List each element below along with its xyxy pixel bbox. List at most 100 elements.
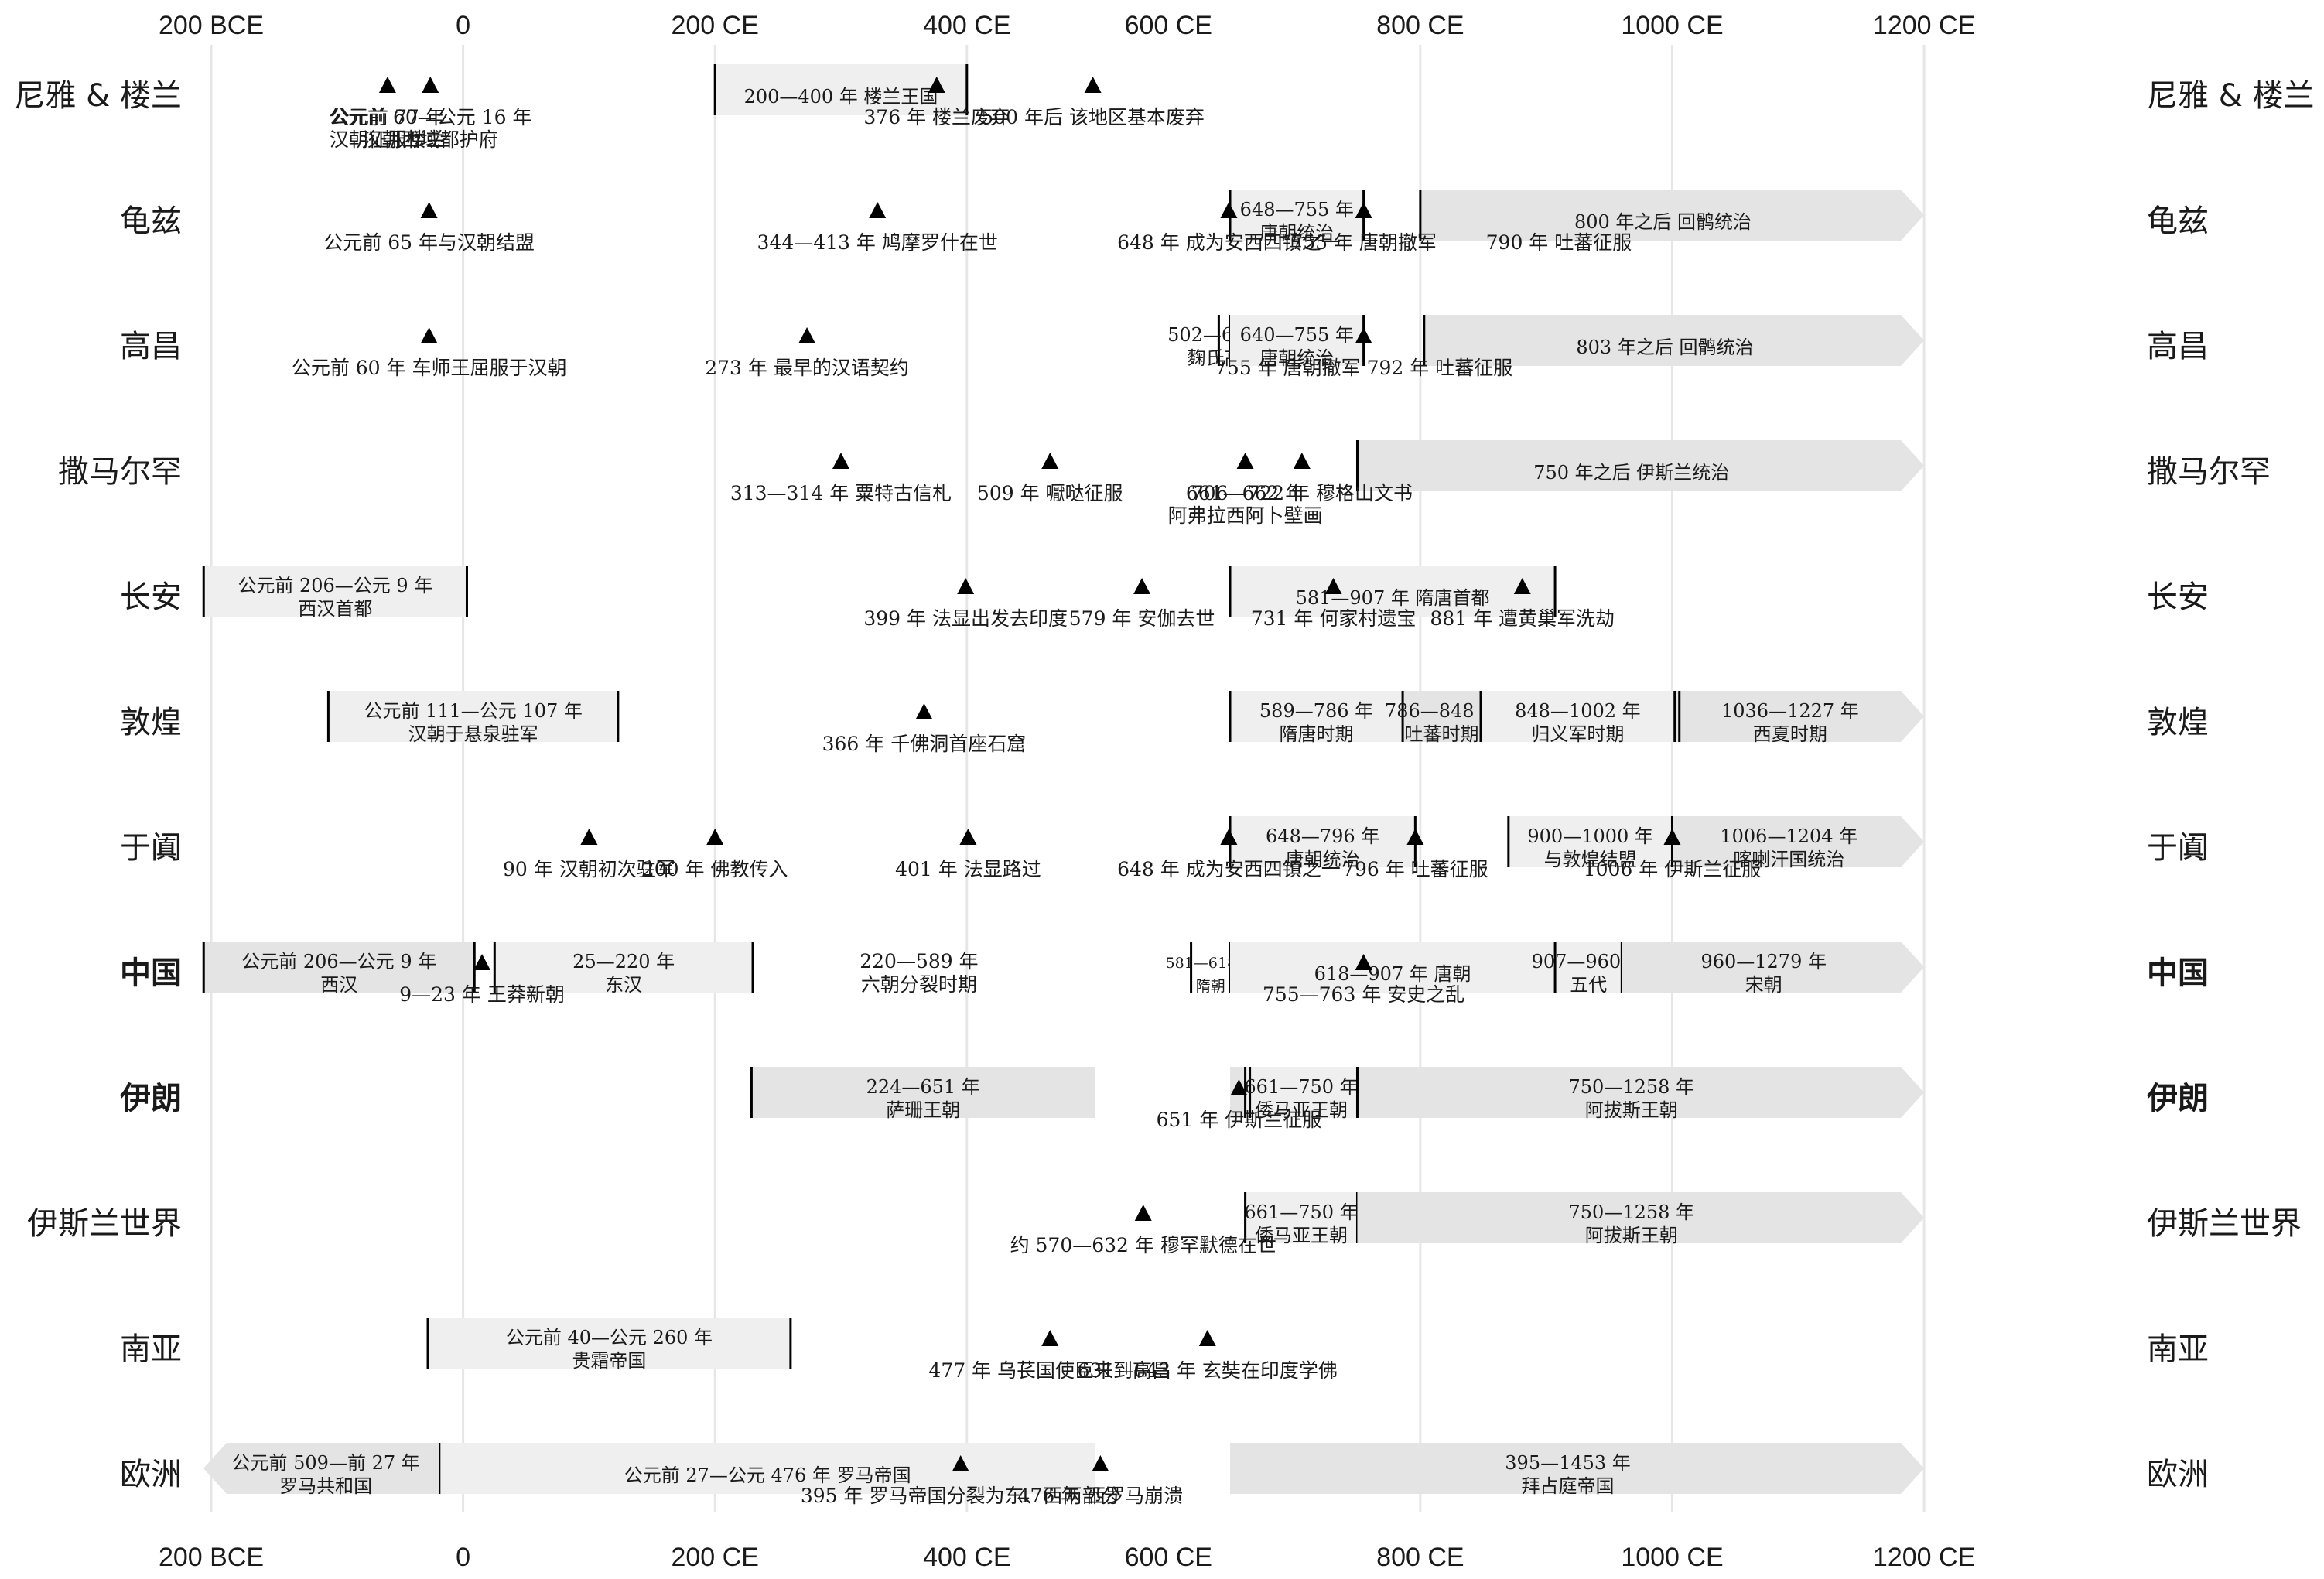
period-label: 拜占庭帝国 [1522,1475,1615,1497]
period-bar-shape [1481,691,1675,742]
row-label-left: 南亚 [120,1331,182,1367]
period-bar: 800 年之后 回鹘统治 [1419,190,1925,241]
row-label-right: 撒马尔罕 [2147,454,2271,490]
period-bar-shape [1403,691,1482,742]
period-label: 公元前 111—公元 107 年 [364,700,583,722]
period-label: 1006—1204 年 [1720,825,1857,847]
event-marker-triangle [1293,453,1311,469]
event-marker-triangle [1355,327,1372,343]
period-label: 25—220 年 [572,951,675,972]
period-label: 224—651 年 [866,1076,980,1098]
axis-tick-label-top: 1200 CE [1873,11,1975,40]
event-label: 公元前 60 年 车师王屈服于汉朝 [292,357,567,379]
event-marker-triangle [1198,1330,1216,1346]
event-marker-triangle [1084,77,1102,93]
period-label: 800 年之后 回鹘统治 [1574,211,1752,233]
period-bar-shape [1674,691,1925,742]
event-label: 661—662 年 [1186,482,1304,504]
event-label: 9—23 年 王莽新朝 [399,983,565,1006]
period-bar-shape [1357,440,1925,491]
period-bar-shape [1230,691,1403,742]
period-bar-shape [751,1067,1095,1118]
event-label: 631—643 年 玄奘在印度学佛 [1078,1359,1338,1382]
event: 公元前 65 年与汉朝结盟 [323,202,535,254]
period-label: 唐朝统治 [1259,347,1334,369]
event-label: 90 年 汉朝初次驻军 [503,858,675,880]
event: 200 年 佛教传入 [642,829,788,880]
row-label-left: 龟兹 [120,203,182,239]
period-label: 唐朝统治 [1259,222,1334,244]
period-label: 唐朝统治 [1286,849,1360,870]
period-label: 公元前 206—公元 9 年 [238,575,432,596]
event-label: 汉朝征服楼兰 [330,128,446,151]
event: 313—314 年 粟特古信札 [730,453,952,504]
event-label: 公元前 65 年与汉朝结盟 [323,231,535,254]
event-label: 509 年 嚈哒征服 [977,482,1123,504]
event-marker-triangle [1663,829,1681,845]
period-label: 618—907 年 唐朝 [1314,963,1471,985]
event: 401 年 法显路过 [895,829,1041,880]
row-label-left: 中国 [120,955,182,991]
event-label: 477 年 乌苌国使臣来到高昌 [928,1359,1171,1382]
row-label-right: 中国 [2147,955,2209,991]
period-label: 西汉首都 [298,598,372,620]
event-label: 344—413 年 鸠摩罗什在世 [757,231,998,254]
period-label: 900—1000 年 [1527,825,1653,847]
period-label: 萨珊王朝 [886,1099,960,1121]
event-marker-triangle [928,77,945,93]
event: 477 年 乌苌国使臣来到高昌 [928,1330,1171,1382]
row-label-left: 撒马尔罕 [58,454,182,490]
period-label: 贵霜帝国 [572,1350,646,1372]
event-label: 200 年 佛教传入 [642,858,788,880]
period-bar-shape [494,942,754,993]
event-label: 881 年 遭黄巢军洗劫 [1430,607,1615,630]
row-label-left: 于阗 [120,830,182,866]
row-label-right: 南亚 [2147,1331,2209,1367]
event: 509 年 嚈哒征服 [977,453,1123,504]
row-label-right: 欧洲 [2147,1457,2209,1492]
event-marker-triangle [1092,1455,1109,1471]
row-label-left: 敦煌 [120,705,182,740]
event-label: 476 年 西罗马崩溃 [1018,1485,1184,1507]
period-bar: 200—400 年 楼兰王国 [713,64,969,115]
event: 约 570—632 年 穆罕默德在世 [1010,1205,1276,1256]
period-label: 阿拔斯王朝 [1585,1225,1678,1246]
event-label: 651 年 伊斯兰征服 [1157,1109,1322,1131]
event-label: 395 年 罗马帝国分裂为东、西两部分 [801,1485,1121,1507]
period-label: 吐蕃时期 [1405,723,1479,745]
event: 579 年 安伽去世 [1069,578,1215,630]
axis-break [1095,0,1230,1579]
event: 706—722 年 穆格山文书 [1191,453,1413,504]
period-bar-shape [1245,1192,1358,1243]
period-bar: 公元前 206—公元 9 年西汉 [202,942,476,996]
event-label: 796 年 吐蕃征服 [1342,858,1488,880]
period-label: 倭马亚王朝 [1255,1099,1348,1121]
period-label: 589—786 年 [1259,700,1373,722]
event-marker-triangle [1041,453,1059,469]
period-bar: 618—907 年 唐朝 [1230,942,1556,993]
period-label: 848—1002 年 [1515,700,1641,722]
event-marker-triangle [957,578,975,594]
period-bar: 803 年之后 回鹘统治 [1423,315,1925,366]
period-note: 220—589 年 [860,950,978,972]
axis-tick-label-bottom: 800 CE [1376,1543,1464,1572]
event-label: 399 年 法显出发去印度 [863,607,1068,630]
event-label: 755—763 年 安史之乱 [1263,983,1464,1006]
period-label: 倭马亚王朝 [1255,1225,1348,1246]
event-label: 500 年后 该地区基本废弃 [981,106,1205,128]
period-note: 六朝分裂时期 [861,973,977,996]
event-marker-triangle [915,703,933,719]
event: 648 年 成为安西四镇之一 [1117,202,1341,254]
